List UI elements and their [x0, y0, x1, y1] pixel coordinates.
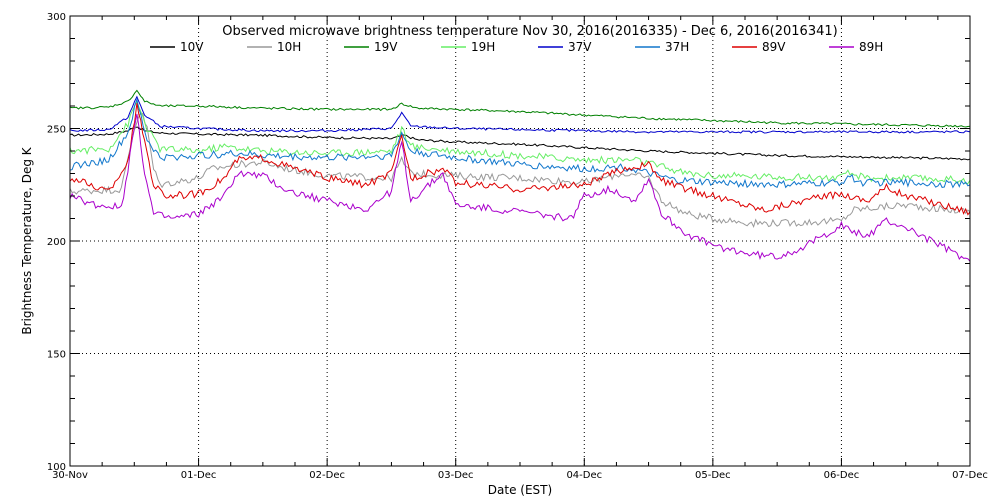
- x-tick-labels: 30-Nov 01-Dec 02-Dec 03-Dec 04-Dec 05-Dec 06-D…: [52, 470, 988, 481]
- x-tick-label: 07-Dec: [952, 470, 988, 481]
- series-line-10H: [69, 112, 971, 228]
- x-tick-label: 04-Dec: [566, 470, 602, 481]
- legend-label-89H: 89H: [859, 40, 883, 54]
- y-axis-label: Brightness Temperature, Deg K: [20, 146, 34, 334]
- legend: 10V 10H 19V 19H 37V 37H 89V 89H: [150, 40, 883, 54]
- grid-lines: [70, 16, 970, 466]
- y-tick-label: 200: [47, 237, 66, 248]
- series-line-19H: [69, 99, 971, 184]
- legend-label-89V: 89V: [762, 40, 786, 54]
- legend-label-37H: 37H: [665, 40, 689, 54]
- x-axis-label: Date (EST): [488, 483, 552, 497]
- legend-label-19V: 19V: [374, 40, 398, 54]
- legend-label-19H: 19H: [471, 40, 495, 54]
- y-tick-label: 250: [47, 125, 66, 136]
- y-tick-label: 150: [47, 350, 66, 361]
- y-tick-labels: 100 150 200 250 300: [47, 12, 66, 473]
- series-line-10V: [69, 126, 971, 161]
- chart-title: Observed microwave brightness temperatur…: [222, 24, 837, 39]
- x-tick-label: 02-Dec: [309, 470, 345, 481]
- series-line-19V: [69, 89, 971, 128]
- series-line-89H: [69, 113, 971, 262]
- legend-label-10H: 10H: [277, 40, 301, 54]
- y-tick-label: 100: [47, 462, 66, 473]
- x-tick-label: 30-Nov: [52, 470, 88, 481]
- x-tick-label: 05-Dec: [695, 470, 731, 481]
- series-lines: [69, 89, 971, 262]
- series-line-37V: [69, 95, 971, 134]
- x-tick-label: 03-Dec: [438, 470, 474, 481]
- x-tick-label: 06-Dec: [824, 470, 860, 481]
- x-tick-label: 01-Dec: [181, 470, 217, 481]
- series-line-89V: [69, 103, 971, 216]
- series-line-37H: [69, 97, 971, 189]
- y-tick-label: 300: [47, 12, 66, 23]
- axis-ticks: [69, 15, 971, 467]
- legend-label-10V: 10V: [180, 40, 204, 54]
- legend-label-37V: 37V: [568, 40, 592, 54]
